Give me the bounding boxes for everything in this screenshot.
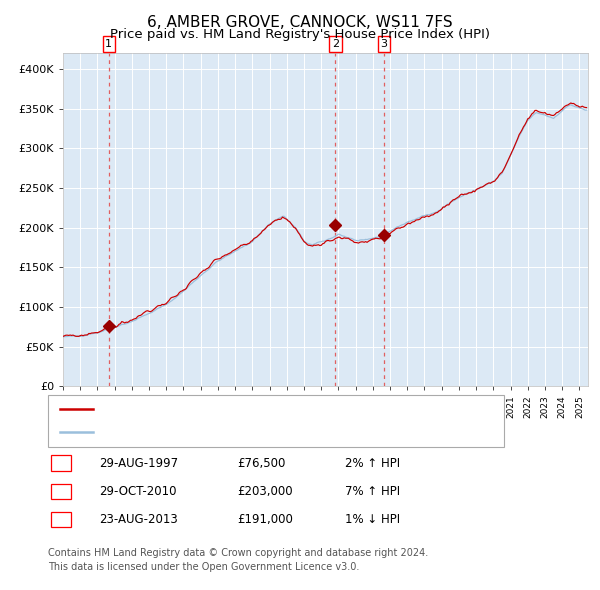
Text: 6, AMBER GROVE, CANNOCK, WS11 7FS: 6, AMBER GROVE, CANNOCK, WS11 7FS [147, 15, 453, 30]
Text: 2% ↑ HPI: 2% ↑ HPI [345, 457, 400, 470]
Text: 7% ↑ HPI: 7% ↑ HPI [345, 485, 400, 498]
Text: 2: 2 [58, 487, 64, 496]
Text: 1: 1 [58, 458, 64, 468]
Text: Price paid vs. HM Land Registry's House Price Index (HPI): Price paid vs. HM Land Registry's House … [110, 28, 490, 41]
Text: 3: 3 [380, 39, 388, 49]
Text: Contains HM Land Registry data © Crown copyright and database right 2024.: Contains HM Land Registry data © Crown c… [48, 548, 428, 558]
Text: 1% ↓ HPI: 1% ↓ HPI [345, 513, 400, 526]
Text: 3: 3 [58, 515, 64, 525]
Text: 29-OCT-2010: 29-OCT-2010 [99, 485, 176, 498]
Text: 23-AUG-2013: 23-AUG-2013 [99, 513, 178, 526]
Text: £203,000: £203,000 [237, 485, 293, 498]
Text: 6, AMBER GROVE, CANNOCK, WS11 7FS (detached house): 6, AMBER GROVE, CANNOCK, WS11 7FS (detac… [99, 403, 442, 416]
Text: 29-AUG-1997: 29-AUG-1997 [99, 457, 178, 470]
Text: £76,500: £76,500 [237, 457, 286, 470]
Text: This data is licensed under the Open Government Licence v3.0.: This data is licensed under the Open Gov… [48, 562, 359, 572]
Text: 1: 1 [105, 39, 112, 49]
Text: 2: 2 [332, 39, 339, 49]
Text: £191,000: £191,000 [237, 513, 293, 526]
Text: HPI: Average price, detached house, Cannock Chase: HPI: Average price, detached house, Cann… [99, 425, 408, 438]
